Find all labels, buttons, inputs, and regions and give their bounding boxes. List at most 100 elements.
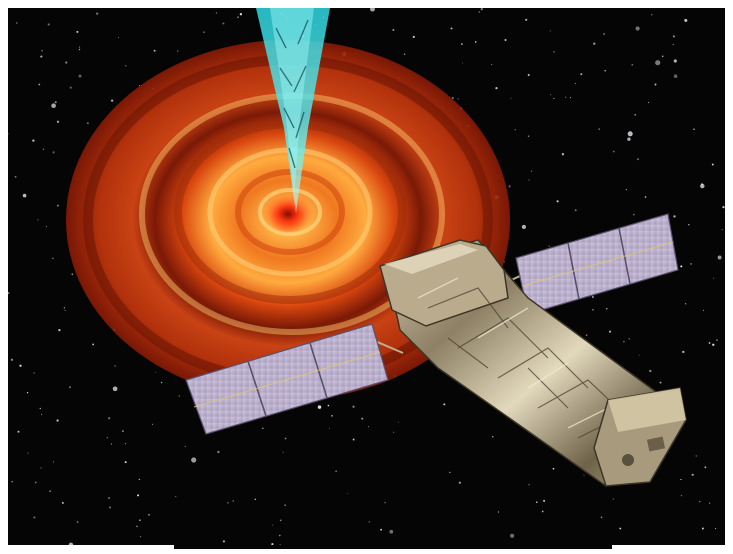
star — [412, 35, 415, 39]
star — [329, 427, 331, 429]
star — [153, 49, 156, 52]
star — [40, 413, 43, 416]
star — [22, 193, 27, 198]
star — [535, 501, 538, 504]
star — [672, 44, 674, 46]
star — [282, 451, 284, 453]
star — [700, 183, 705, 189]
star — [623, 341, 625, 343]
star — [474, 41, 477, 43]
star — [152, 423, 154, 425]
star — [352, 438, 355, 441]
star — [347, 493, 349, 495]
star — [553, 97, 555, 100]
star — [33, 516, 36, 519]
star — [625, 189, 627, 191]
star — [76, 30, 79, 33]
star — [262, 427, 264, 430]
star — [191, 457, 197, 463]
star — [56, 204, 59, 207]
star — [227, 502, 229, 504]
star — [450, 27, 453, 30]
star — [368, 521, 370, 523]
star — [598, 128, 600, 130]
star — [443, 403, 446, 406]
star — [397, 421, 399, 423]
star — [203, 31, 205, 33]
star — [11, 480, 13, 483]
star — [68, 542, 74, 545]
star — [684, 303, 687, 305]
star — [553, 51, 555, 53]
star — [27, 452, 29, 454]
star — [279, 519, 282, 522]
star — [661, 55, 664, 58]
star — [19, 364, 22, 367]
star — [680, 478, 682, 480]
star — [317, 405, 322, 409]
star — [722, 206, 725, 209]
star — [239, 13, 243, 16]
star — [451, 96, 454, 99]
star — [114, 365, 116, 367]
star — [461, 43, 463, 45]
star — [604, 69, 606, 72]
star — [682, 350, 685, 354]
star — [112, 386, 118, 392]
star — [606, 308, 608, 310]
star — [34, 481, 37, 484]
illustration — [8, 8, 725, 545]
star — [118, 36, 120, 39]
star — [708, 342, 711, 344]
star — [42, 148, 45, 150]
star — [593, 42, 596, 45]
star — [53, 461, 55, 463]
star — [108, 497, 111, 500]
star — [715, 527, 717, 529]
star — [698, 500, 701, 503]
star — [603, 33, 605, 35]
star — [478, 11, 481, 13]
star — [695, 455, 697, 457]
star — [272, 524, 274, 526]
star — [232, 500, 234, 502]
star — [564, 96, 567, 98]
star — [449, 471, 451, 474]
star — [58, 328, 61, 332]
star — [574, 82, 577, 85]
star — [125, 65, 127, 67]
star — [178, 395, 180, 397]
star — [69, 86, 72, 89]
star — [45, 226, 47, 228]
star — [655, 60, 661, 66]
star — [110, 99, 114, 102]
star — [580, 73, 583, 76]
star — [691, 473, 694, 476]
star — [552, 467, 555, 470]
star — [10, 358, 14, 361]
star — [651, 14, 653, 16]
star — [717, 255, 722, 260]
star — [458, 481, 461, 484]
star — [139, 519, 141, 522]
space-scene — [8, 8, 725, 545]
star — [278, 534, 281, 537]
star — [716, 339, 718, 342]
star — [237, 16, 239, 18]
star — [549, 30, 551, 32]
star — [637, 158, 639, 161]
star — [40, 467, 42, 469]
star — [393, 431, 395, 433]
star — [139, 535, 142, 538]
star — [711, 163, 714, 166]
relativistic-jet — [256, 8, 330, 213]
star — [635, 26, 640, 31]
star — [65, 61, 68, 64]
star — [497, 511, 500, 513]
star — [521, 224, 526, 229]
star — [39, 407, 42, 410]
star — [138, 478, 140, 480]
star — [495, 86, 498, 90]
star — [509, 533, 515, 538]
star — [40, 55, 43, 58]
